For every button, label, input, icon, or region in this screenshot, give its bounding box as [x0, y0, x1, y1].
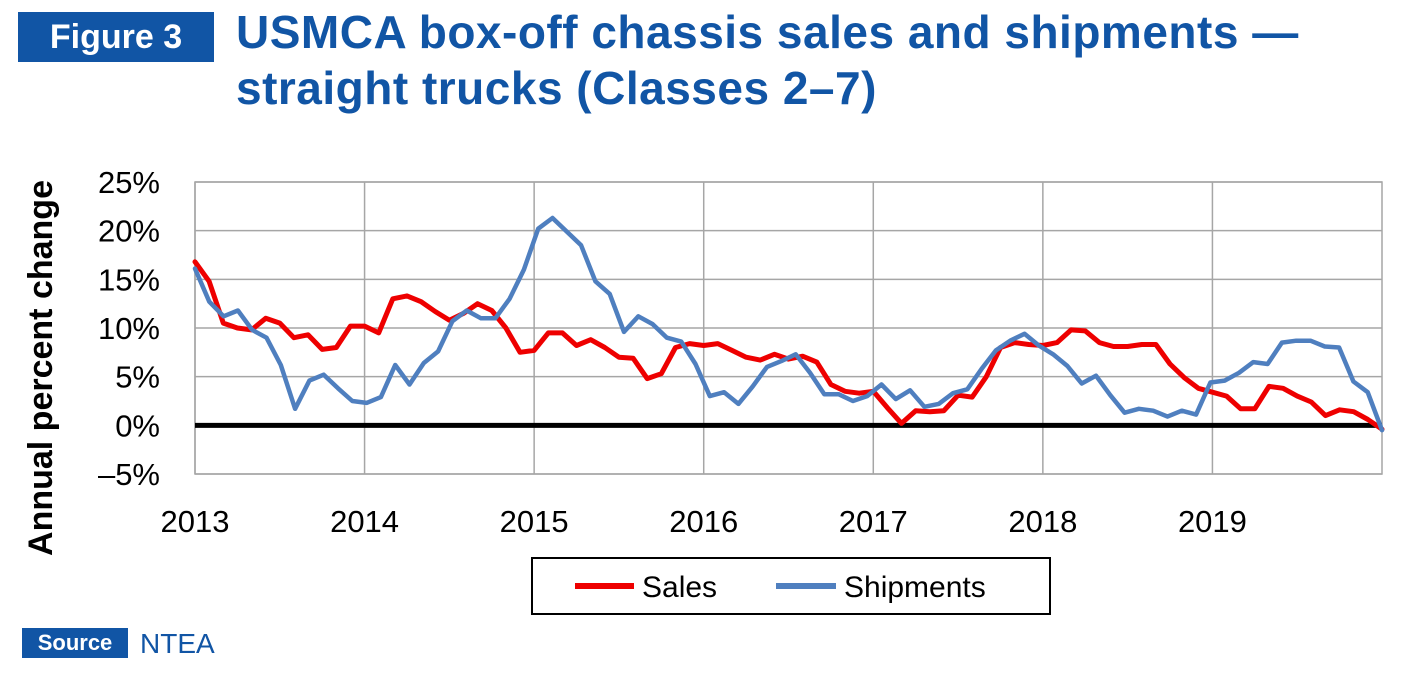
x-tick-label: 2016 [669, 504, 738, 539]
series-lines [192, 215, 1385, 433]
x-tick-label: 2018 [1008, 504, 1077, 539]
y-tick-label: 5% [115, 360, 160, 395]
chart-title: USMCA box-off chassis sales and shipment… [236, 4, 1396, 116]
series-line-shipments [192, 215, 1385, 433]
plot-area-frame [194, 181, 1383, 475]
y-tick-label: 20% [98, 214, 160, 249]
y-tick-label: 25% [98, 165, 160, 200]
source-text: NTEA [140, 628, 215, 659]
legend: Sales Shipments [531, 557, 1051, 615]
legend-sales-label: Sales [642, 571, 717, 604]
legend-shipments-label: Shipments [844, 571, 986, 604]
series-line-sales [192, 259, 1385, 432]
figure-label-badge: Figure 3 [18, 12, 214, 62]
y-tick-label: 10% [98, 311, 160, 346]
x-tick-label: 2017 [839, 504, 908, 539]
chart-title-line1: USMCA box-off chassis sales and shipment… [236, 6, 1299, 58]
y-tick-labels: 25% 20% 15% 10% 5% 0% –5% [98, 165, 160, 492]
y-tick-label: 15% [98, 262, 160, 297]
x-tick-labels: 2013 2014 2015 2016 2017 2018 2019 [161, 504, 1247, 539]
chart-title-line2: straight trucks (Classes 2–7) [236, 62, 877, 114]
x-tick-label: 2015 [500, 504, 569, 539]
x-tick-label: 2014 [330, 504, 399, 539]
source-label-badge: Source [22, 628, 128, 658]
y-tick-label: 0% [115, 408, 160, 443]
x-tick-label: 2013 [161, 504, 230, 539]
y-tick-label: –5% [98, 457, 160, 492]
x-tick-label: 2019 [1178, 504, 1247, 539]
y-axis-label: Annual percent change [22, 180, 60, 556]
